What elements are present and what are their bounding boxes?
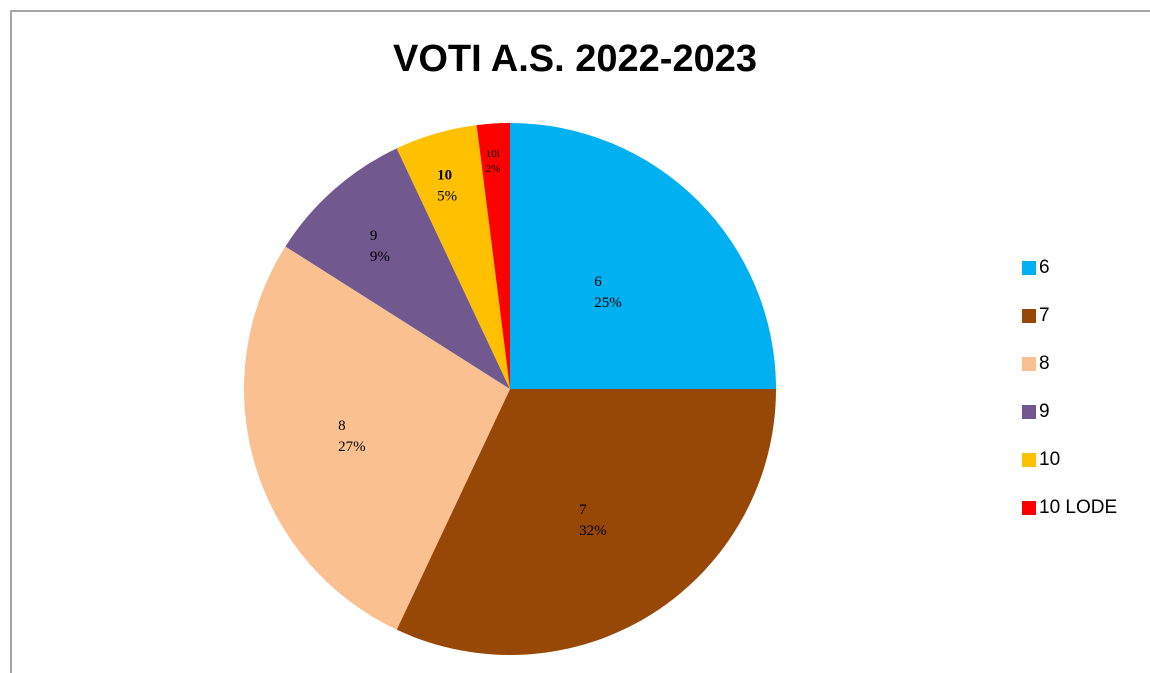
slice-percent-label: 2% bbox=[486, 163, 501, 175]
pie-slice-8 bbox=[244, 246, 510, 630]
legend-swatch bbox=[1022, 261, 1036, 275]
slice-name-label: 9 bbox=[370, 228, 378, 244]
legend-label: 9 bbox=[1039, 401, 1050, 422]
legend-label: 10 bbox=[1039, 449, 1061, 470]
legend-item: 10 bbox=[1022, 448, 1117, 472]
legend-swatch bbox=[1022, 309, 1036, 323]
legend-swatch bbox=[1022, 405, 1036, 419]
legend-item: 6 bbox=[1022, 256, 1117, 280]
slice-percent-label: 9% bbox=[370, 249, 390, 265]
legend-item: 10 LODE bbox=[1022, 496, 1117, 520]
legend-swatch bbox=[1022, 453, 1036, 467]
slice-percent-label: 25% bbox=[594, 295, 622, 311]
pie-slice-10 bbox=[396, 125, 510, 390]
slice-name-label: 6 bbox=[594, 274, 602, 290]
slice-name-label: 10 bbox=[437, 167, 452, 183]
slice-percent-label: 27% bbox=[338, 439, 366, 455]
slice-name-label: 8 bbox=[338, 418, 346, 434]
slice-percent-label: 5% bbox=[437, 188, 457, 204]
legend-swatch bbox=[1022, 501, 1036, 515]
slice-name-label: 10l bbox=[486, 148, 500, 160]
legend-item: 7 bbox=[1022, 304, 1117, 328]
pie-slice-9 bbox=[285, 148, 510, 389]
pie-slice-7 bbox=[396, 389, 776, 656]
pie-slice-6 bbox=[510, 123, 776, 389]
legend-label: 7 bbox=[1039, 305, 1050, 326]
chart-legend: 6 7 8 9 10 10 LODE bbox=[1022, 256, 1117, 544]
pie-slice-10-lode bbox=[476, 123, 510, 389]
slice-percent-label: 32% bbox=[579, 523, 607, 539]
legend-label: 6 bbox=[1039, 257, 1050, 278]
legend-label: 8 bbox=[1039, 353, 1050, 374]
legend-item: 9 bbox=[1022, 400, 1117, 424]
slice-name-label: 7 bbox=[579, 502, 587, 518]
legend-item: 8 bbox=[1022, 352, 1117, 376]
legend-swatch bbox=[1022, 357, 1036, 371]
legend-label: 10 LODE bbox=[1039, 497, 1118, 518]
chart-title: VOTI A.S. 2022-2023 bbox=[392, 38, 757, 80]
